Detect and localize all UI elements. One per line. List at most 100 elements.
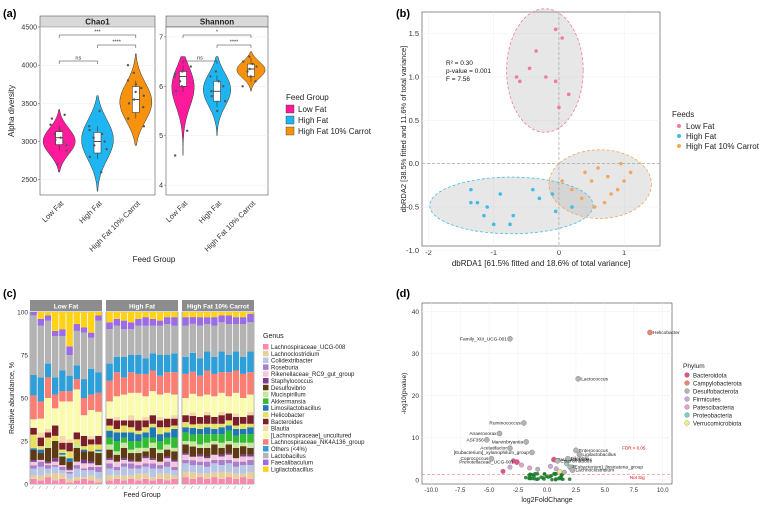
bar-segment <box>182 427 189 433</box>
axis-title-y: dbRDA2 [38.5% fitted and 11.6% of total … <box>399 46 408 213</box>
tick-mark-x <box>60 485 63 490</box>
nonsig-point <box>561 477 565 482</box>
tick-label-y: 40 <box>412 309 420 316</box>
bar-segment <box>182 459 189 464</box>
data-point <box>49 123 52 126</box>
bar-segment <box>106 363 113 381</box>
bar-segment <box>95 453 102 466</box>
point-label: Lachnoclostridium <box>575 468 614 474</box>
bar-segment <box>135 420 142 431</box>
bar-segment <box>128 392 135 416</box>
bar-segment <box>30 395 37 420</box>
bar-segment <box>196 473 204 478</box>
bar-segment <box>196 461 204 466</box>
significance-bracket <box>97 44 137 48</box>
bar-segment <box>142 478 149 484</box>
bar-segment <box>59 470 66 474</box>
bar-segment <box>66 470 73 472</box>
bar-segment <box>52 330 59 337</box>
legend-label: Verrucomicrobiota <box>693 421 742 427</box>
bar-segment <box>240 442 247 447</box>
data-point <box>553 79 558 84</box>
data-point <box>173 72 177 76</box>
bar-segment <box>171 372 178 395</box>
legend-label: High Fat 10% Carrot <box>298 127 372 136</box>
bar-segment <box>196 447 204 455</box>
bar-segment <box>113 461 120 467</box>
bar-segment <box>247 456 254 460</box>
nonsig-point <box>554 472 558 476</box>
bar-segment <box>37 325 44 378</box>
legend-label: Helicobacter <box>271 413 304 419</box>
tick-mark-x <box>150 485 154 490</box>
data-point <box>606 174 610 179</box>
tick-label-y: 25 <box>21 439 29 446</box>
bar-segment <box>73 468 80 478</box>
bar-segment <box>113 356 120 373</box>
legend-label: Limosilactobacillus <box>271 406 321 412</box>
significance-label: ns <box>197 56 203 62</box>
bar-segment <box>128 475 135 479</box>
legend-swatch <box>263 418 269 425</box>
legend-label: Low Fat <box>298 105 327 114</box>
bar-segment <box>73 480 80 484</box>
tick-mark-x <box>45 485 49 490</box>
data-point <box>518 79 522 84</box>
data-point <box>514 75 519 79</box>
bar-segment <box>164 480 171 484</box>
panel-c: 0 25 50 75 100 Relative abundance, % Low Fat Hi… <box>9 300 365 499</box>
tick-mark-x <box>248 485 251 490</box>
legend-label: Lachnospiraceae_UCG-008 <box>271 345 346 351</box>
bar-segment <box>204 312 211 318</box>
legend-swatch <box>263 466 269 472</box>
bar-segment <box>95 444 102 450</box>
bar-segment <box>218 434 225 443</box>
nonsig-point <box>523 475 528 480</box>
data-point <box>531 187 535 192</box>
bar-segment <box>95 451 102 454</box>
data-point <box>251 62 254 66</box>
significance-label: * <box>216 30 219 36</box>
sig-point <box>557 468 563 474</box>
tick-mark-x <box>164 485 168 490</box>
point-label: Family_XIII_UCG-001 <box>460 336 507 342</box>
bar-segment <box>171 415 178 419</box>
sig-point <box>569 467 576 473</box>
tick-label-y: 3500 <box>21 101 37 108</box>
bar-segment <box>135 465 142 469</box>
significance-label: **** <box>112 40 121 46</box>
bar-segment <box>52 458 59 462</box>
point-label: Bilophila <box>571 456 589 462</box>
bar-segment <box>113 432 120 441</box>
bar-segment <box>196 428 204 435</box>
bar-segment <box>95 478 102 483</box>
legend-swatch <box>263 344 269 350</box>
legend-swatch <box>263 452 269 459</box>
bar-segment <box>204 466 211 474</box>
bar-segment <box>30 465 37 469</box>
bar-segment <box>211 444 218 455</box>
bar-segment <box>44 363 52 378</box>
bar-segment <box>171 475 178 479</box>
bar-segment <box>142 466 149 474</box>
legend-label: Faecalibaculum <box>271 461 313 467</box>
bar-segment <box>52 336 59 378</box>
bar-segment <box>225 453 232 455</box>
bar-segment <box>52 425 59 436</box>
bar-segment <box>247 312 254 314</box>
bar-segment <box>37 418 44 433</box>
bar-segment <box>182 325 189 357</box>
bar-segment <box>196 375 204 397</box>
bar-segment <box>113 470 120 476</box>
tick-mark-x <box>38 485 42 490</box>
bar-segment <box>73 439 80 445</box>
bar-segment <box>142 451 149 457</box>
bar-segment <box>113 454 120 462</box>
bar-segment <box>142 373 149 397</box>
bar-segment <box>120 312 128 321</box>
legend-swatch <box>263 459 269 466</box>
bar-segment <box>204 478 211 484</box>
tick-label-y: 100 <box>17 310 28 317</box>
data-point <box>88 155 92 159</box>
point-label: Helicobacter <box>653 330 680 336</box>
